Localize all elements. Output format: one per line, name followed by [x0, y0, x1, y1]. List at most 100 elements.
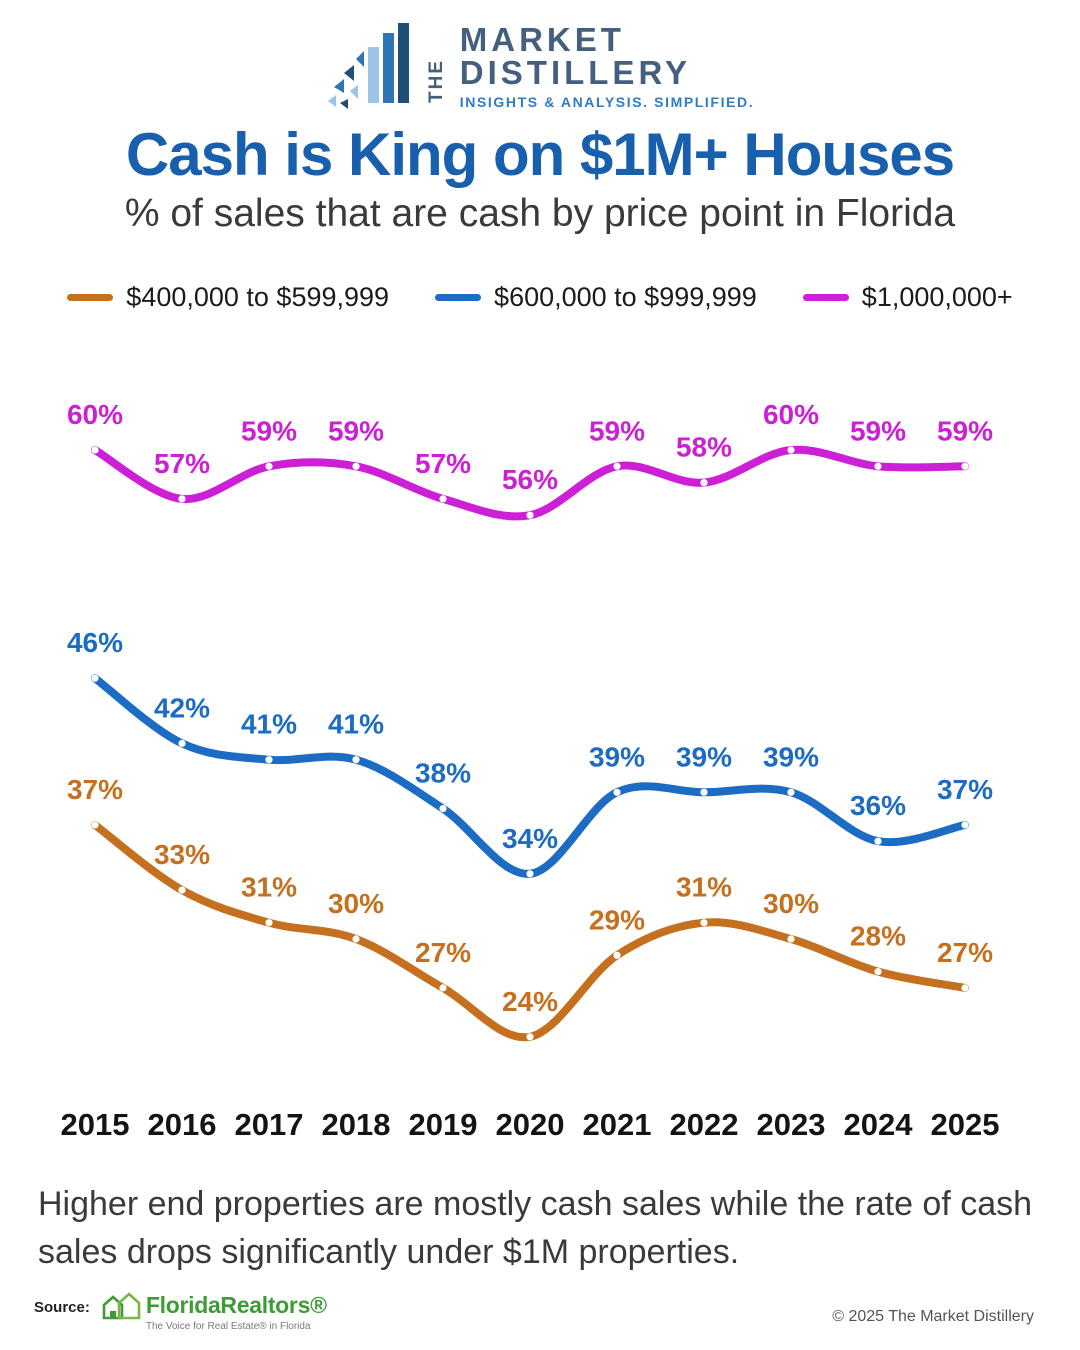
data-point-label: 42% — [154, 692, 210, 723]
data-point-label: 30% — [763, 888, 819, 919]
source-attribution: Source: FloridaRealtors® The Voice for R… — [34, 1288, 327, 1332]
data-point — [700, 919, 708, 927]
chart-caption: Higher end properties are mostly cash sa… — [38, 1180, 1042, 1277]
data-point-label: 60% — [763, 399, 819, 430]
houses-icon — [102, 1292, 141, 1320]
source-label: Source: — [34, 1299, 90, 1316]
data-point-label: 39% — [589, 741, 645, 772]
data-point — [526, 511, 534, 519]
brand-logo: THE MARKET DISTILLERY INSIGHTS & ANALYSI… — [0, 14, 1080, 118]
data-point — [787, 446, 795, 454]
data-point — [700, 479, 708, 487]
data-point — [352, 462, 360, 470]
data-point-label: 58% — [676, 432, 732, 463]
data-point-label: 59% — [328, 415, 384, 446]
data-point — [700, 788, 708, 796]
data-point-label: 46% — [67, 627, 123, 658]
legend-item-1m: $1,000,000+ — [802, 282, 1013, 313]
data-point-label: 34% — [502, 823, 558, 854]
data-point-label: 27% — [415, 937, 471, 968]
source-tagline: The Voice for Real Estate® in Florida — [145, 1321, 311, 1332]
data-point-label: 27% — [937, 937, 993, 968]
data-point — [439, 805, 447, 813]
data-point — [439, 495, 447, 503]
data-point — [613, 788, 621, 796]
data-point — [265, 462, 273, 470]
logo-the-text: THE — [425, 59, 447, 103]
data-point-label: 30% — [328, 888, 384, 919]
data-point — [352, 756, 360, 764]
data-point-label: 37% — [937, 774, 993, 805]
legend-label-1m: $1,000,000+ — [861, 282, 1013, 312]
data-point-label: 41% — [328, 709, 384, 740]
x-axis-year-label: 2025 — [931, 1107, 1000, 1142]
x-axis-year-label: 2017 — [235, 1107, 304, 1142]
data-point — [961, 821, 969, 829]
data-point — [178, 739, 186, 747]
page-title: Cash is King on $1M+ Houses — [125, 121, 955, 188]
data-point-label: 37% — [67, 774, 123, 805]
x-axis-year-label: 2022 — [670, 1107, 739, 1142]
data-point — [91, 821, 99, 829]
data-point — [874, 837, 882, 845]
data-point — [613, 462, 621, 470]
logo-text-block: MARKET DISTILLERY INSIGHTS & ANALYSIS. S… — [460, 23, 754, 110]
data-point — [439, 984, 447, 992]
data-point — [91, 446, 99, 454]
data-point-label: 33% — [154, 839, 210, 870]
data-point — [874, 462, 882, 470]
caption-line-1: Higher end properties are mostly cash sa… — [38, 1185, 1033, 1223]
source-name: FloridaRealtors® — [145, 1292, 327, 1318]
data-point-label: 29% — [589, 904, 645, 935]
data-point-label: 36% — [850, 790, 906, 821]
data-point-label: 59% — [850, 415, 906, 446]
data-point-label: 41% — [241, 709, 297, 740]
logo-word-distillery: DISTILLERY — [459, 54, 692, 92]
logo-tagline: INSIGHTS & ANALYSIS. SIMPLIFIED. — [459, 94, 755, 111]
data-point — [961, 984, 969, 992]
data-point — [178, 886, 186, 894]
legend-swatch-orange — [67, 294, 114, 301]
legend-item-600k: $600,000 to $999,999 — [435, 282, 757, 313]
legend-label-400k: $400,000 to $599,999 — [126, 282, 390, 312]
data-point-label: 38% — [415, 758, 471, 789]
data-point-label: 24% — [502, 986, 558, 1017]
market-distillery-logo-icon — [327, 23, 409, 109]
caption-line-2: sales drops significantly under $1M prop… — [38, 1233, 740, 1272]
x-axis-year-label: 2023 — [757, 1107, 826, 1142]
chart-legend: $400,000 to $599,999 $600,000 to $999,99… — [0, 282, 1080, 313]
data-point — [352, 935, 360, 943]
data-point-label: 28% — [850, 921, 906, 952]
data-point-label: 60% — [67, 399, 123, 430]
data-point — [874, 968, 882, 976]
legend-swatch-blue — [435, 294, 482, 301]
data-point — [91, 674, 99, 682]
florida-realtors-logo: FloridaRealtors® The Voice for Real Esta… — [99, 1288, 327, 1332]
data-point-label: 59% — [589, 415, 645, 446]
data-point — [613, 951, 621, 959]
legend-item-400k: $400,000 to $599,999 — [67, 282, 389, 313]
data-point — [526, 870, 534, 878]
data-point-label: 31% — [676, 872, 732, 903]
x-axis-year-label: 2015 — [61, 1107, 130, 1142]
data-point — [526, 1033, 534, 1041]
data-point — [265, 756, 273, 764]
x-axis-year-label: 2016 — [148, 1107, 217, 1142]
source-text-col: FloridaRealtors® The Voice for Real Esta… — [146, 1288, 327, 1332]
data-point-label: 57% — [154, 448, 210, 479]
data-point-label: 31% — [241, 872, 297, 903]
data-point-label: 39% — [763, 741, 819, 772]
data-point — [787, 788, 795, 796]
data-point-label: 59% — [241, 415, 297, 446]
x-axis-year-label: 2019 — [409, 1107, 478, 1142]
x-axis-year-label: 2024 — [844, 1107, 914, 1142]
data-point — [265, 919, 273, 927]
data-point — [178, 495, 186, 503]
cash-sales-line-chart: 37% 33% 31% 30% 27% 24% 29% 31% 30% 28% 27% 46% 42% 4… — [61, 399, 1000, 1142]
data-point-label: 56% — [502, 464, 558, 495]
data-point-label: 57% — [415, 448, 471, 479]
x-axis-year-label: 2021 — [583, 1107, 652, 1142]
data-point — [961, 462, 969, 470]
data-point-label: 39% — [676, 741, 732, 772]
